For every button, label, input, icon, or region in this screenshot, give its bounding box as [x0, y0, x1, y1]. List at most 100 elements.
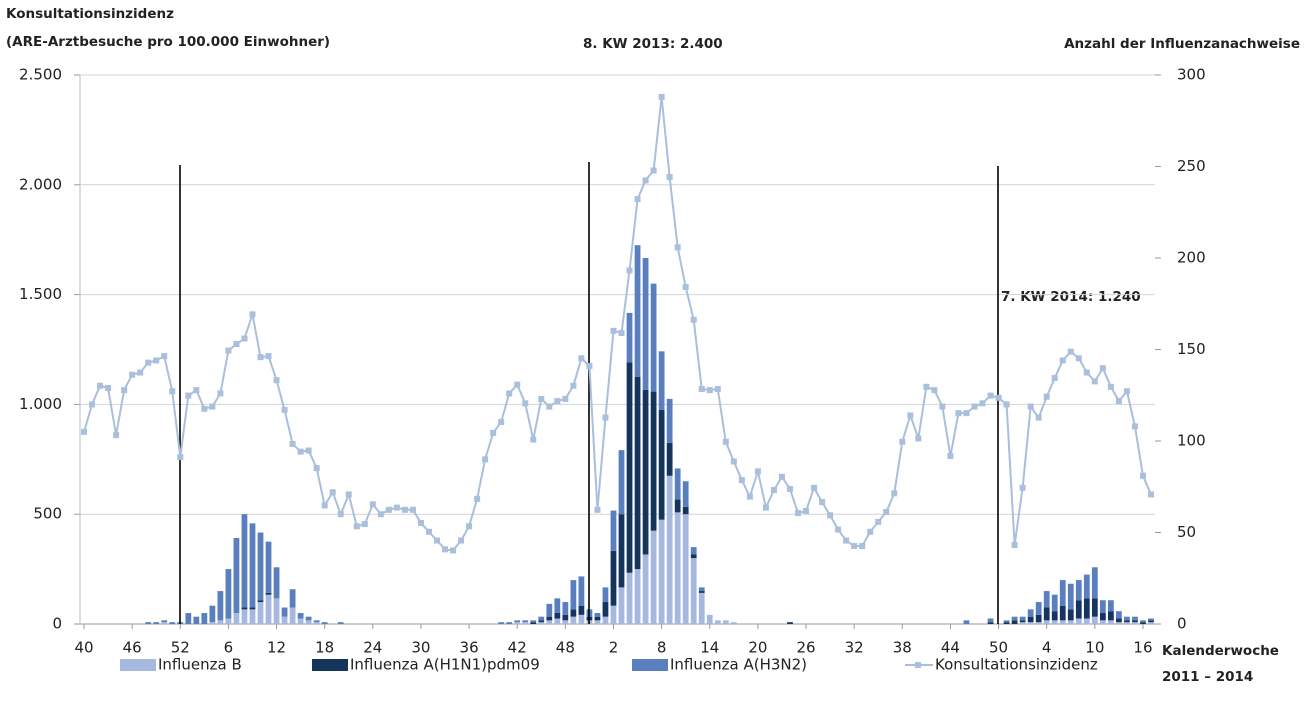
bar-segment [1075, 580, 1082, 601]
x-tick-label: 26 [796, 639, 815, 657]
bar-segment [714, 620, 721, 624]
line-marker [931, 387, 938, 394]
y2-tick-label: 100 [1177, 432, 1206, 450]
line-marker [570, 382, 577, 389]
bar-segment [706, 614, 713, 624]
bar-segment [658, 351, 665, 410]
line-marker [851, 543, 858, 550]
line-marker [762, 504, 769, 511]
bar-segment [610, 550, 617, 606]
line-marker [754, 468, 761, 475]
bar-segment [658, 409, 665, 520]
legend-label: Influenza A(H3N2) [670, 656, 807, 674]
line-marker [385, 506, 392, 513]
x-tick-label: 40 [74, 639, 93, 657]
bar-segment [1132, 622, 1138, 624]
bar-segment [185, 613, 192, 624]
line-marker [209, 403, 216, 410]
bar-segment [626, 362, 633, 573]
line-marker [1131, 423, 1138, 430]
line-marker [329, 489, 336, 496]
line-marker [995, 394, 1002, 401]
line-marker [907, 412, 914, 419]
x-tick-label: 36 [460, 639, 479, 657]
line-marker [746, 493, 753, 500]
line-marker [265, 353, 272, 360]
bar-segment [257, 600, 264, 603]
bar-segment [642, 389, 649, 555]
bar-segment [650, 391, 657, 531]
bar-segment [690, 558, 697, 624]
bar-segment [674, 468, 681, 500]
line-marker [578, 355, 585, 362]
bar-segment [698, 587, 705, 592]
bar-segment [578, 605, 585, 615]
y2-tick-label: 200 [1177, 249, 1206, 267]
bar-segment [169, 622, 176, 624]
line-marker [361, 521, 368, 528]
bar-segment [1083, 574, 1090, 599]
line-marker [955, 410, 962, 417]
line-marker [642, 177, 649, 184]
bar-segment [650, 530, 657, 624]
line-marker [169, 388, 176, 395]
y2-tick-label: 0 [1177, 615, 1187, 633]
bar-segment [1027, 622, 1034, 624]
line-marker [786, 485, 793, 492]
x-tick-label: 4 [1042, 639, 1052, 657]
bar-segment [1116, 618, 1122, 623]
line-marker [153, 357, 160, 364]
line-marker [714, 386, 721, 393]
line-marker [401, 506, 408, 513]
bar-segment [698, 592, 705, 624]
bar-segment [1116, 622, 1122, 624]
bar-segment [570, 580, 577, 610]
bar-segment [1124, 616, 1130, 621]
line-marker [442, 546, 449, 553]
line-marker [939, 403, 946, 410]
line-marker [546, 403, 553, 410]
line-marker [586, 362, 593, 369]
bar-segment [1099, 620, 1106, 624]
line-marker [137, 369, 144, 376]
bar-segment [1124, 620, 1130, 623]
legend-label: Influenza B [158, 656, 242, 674]
bar-segment [538, 616, 545, 621]
y2-tick-label: 150 [1177, 340, 1206, 358]
line-marker [1123, 388, 1130, 395]
bar-segment [225, 569, 232, 619]
bar-segment [1043, 620, 1050, 624]
line-marker [658, 93, 665, 100]
bar-segment [987, 618, 994, 623]
line-marker [498, 418, 505, 425]
bar-segment [1051, 594, 1058, 612]
bar-segment [1075, 618, 1082, 624]
line-marker [706, 387, 713, 394]
line-marker [554, 398, 561, 405]
bar-segment [201, 613, 208, 624]
bar-segment [217, 620, 224, 624]
legend-swatch [312, 659, 348, 671]
bar-segment [1132, 616, 1138, 621]
line-marker [201, 405, 208, 412]
annotation: 7. KW 2014: 1.240 [1001, 289, 1141, 305]
bar-segment [554, 598, 561, 614]
bar-segment [1059, 580, 1066, 606]
line-marker [466, 523, 473, 530]
line-marker [321, 502, 328, 509]
line-marker [393, 504, 400, 511]
bar-segment [193, 616, 200, 624]
x-tick-label: 38 [893, 639, 912, 657]
bar-segment [642, 554, 649, 624]
line-marker [610, 327, 617, 334]
x-tick-label: 46 [123, 639, 142, 657]
line-marker [1139, 472, 1146, 479]
line-marker [674, 244, 681, 251]
bar-segment [1035, 602, 1042, 615]
legend: Influenza B Influenza A(H1N1)pdm09 Influen… [120, 656, 1098, 674]
line-marker [770, 487, 777, 494]
bar-segment [273, 598, 280, 624]
bar-segment [1059, 620, 1066, 624]
line-marker [458, 537, 465, 544]
